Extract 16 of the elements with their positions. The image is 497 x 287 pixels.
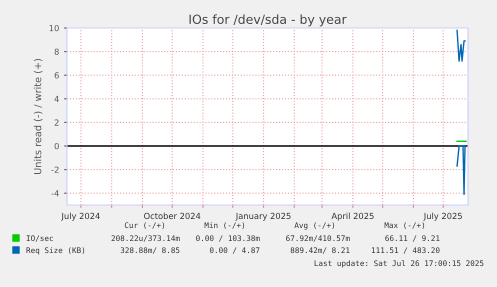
line-series bbox=[456, 30, 466, 62]
y-tick-label: 6 bbox=[54, 72, 59, 78]
y-tick-label: 2 bbox=[54, 119, 59, 126]
chart-title: IOs for /dev/sda - by year bbox=[190, 14, 347, 26]
y-tick-label: 4 bbox=[54, 96, 59, 102]
x-tick-label: July 2025 bbox=[423, 212, 462, 221]
y-tick-label: -2 bbox=[51, 166, 59, 173]
x-tick-label: January 2025 bbox=[235, 212, 291, 221]
x-tick-label: October 2024 bbox=[144, 212, 200, 220]
y-tick-label: 0 bbox=[54, 142, 59, 150]
x-tick-label: April 2025 bbox=[331, 212, 374, 221]
x-tick-label: July 2024 bbox=[61, 212, 100, 221]
y-tick-label: -4 bbox=[51, 190, 59, 196]
y-tick-label: 8 bbox=[54, 48, 59, 55]
y-tick-label: 10 bbox=[50, 24, 59, 32]
y-axis-title: Units read (-) / write (+) bbox=[34, 58, 42, 174]
